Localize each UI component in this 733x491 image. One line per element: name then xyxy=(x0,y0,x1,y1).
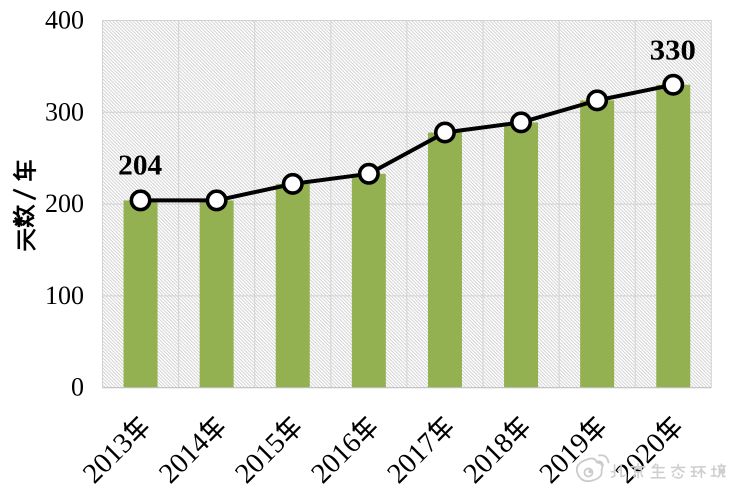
svg-text:330: 330 xyxy=(650,36,696,67)
svg-text:400: 400 xyxy=(45,6,84,35)
svg-text:204: 204 xyxy=(118,151,162,182)
svg-text:200: 200 xyxy=(45,189,84,218)
svg-text:0: 0 xyxy=(71,373,84,402)
svg-text:100: 100 xyxy=(45,281,84,310)
svg-text:300: 300 xyxy=(45,97,84,126)
